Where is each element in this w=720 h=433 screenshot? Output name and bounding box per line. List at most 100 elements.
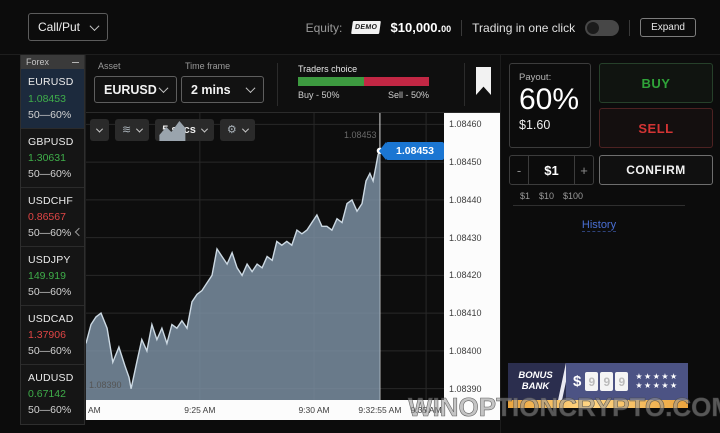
sidebar-item-usdchf[interactable]: USDCHF 0.86567 50—60%	[21, 187, 84, 246]
sidebar-item-audusd[interactable]: AUDUSD 0.67142 50—60%	[21, 364, 84, 423]
asset-symbol: EURUSD	[28, 76, 74, 88]
area-chart-icon	[159, 121, 186, 141]
time-axis: AM 9:25 AM 9:30 AM 9:32:55 AM 9:35 AM	[86, 400, 501, 420]
chart-low-label: 1.08390	[89, 380, 122, 390]
expand-button[interactable]: Expand	[640, 18, 696, 37]
collapse-group-icon[interactable]	[72, 61, 79, 63]
traders-buy-bar	[298, 77, 364, 86]
chevron-down-icon	[245, 83, 256, 94]
slot-digit: 9	[615, 372, 629, 391]
instrument-type-selector[interactable]: Call/Put	[28, 13, 108, 41]
sell-percent-label: Sell - 50%	[387, 90, 429, 100]
asset-symbol: GBPUSD	[28, 136, 74, 148]
gear-icon: ⚙	[226, 123, 237, 136]
one-click-trading-toggle[interactable]	[585, 19, 620, 36]
equity-label: Equity:	[305, 20, 343, 35]
traders-choice: Traders choice Buy - 50% Sell - 50%	[298, 64, 429, 100]
asset-price: 1.37906	[28, 329, 66, 341]
star-rating-icons: ★★★★★ ★★★★★	[635, 372, 679, 390]
traders-choice-bar	[298, 77, 429, 86]
amount-stepper: - $1 +	[509, 155, 594, 185]
price-tick-label: 1.08460	[449, 119, 482, 130]
asset-symbol: USDCHF	[28, 195, 73, 207]
buy-button[interactable]: BUY	[599, 63, 713, 103]
toggle-knob	[587, 21, 600, 34]
one-click-trading-label: Trading in one click	[472, 20, 576, 35]
buy-percent-label: Buy - 50%	[298, 90, 340, 100]
price-tick-label: 1.08430	[449, 232, 482, 243]
chart-type-button[interactable]	[90, 119, 186, 141]
asset-field-label: Asset	[98, 61, 121, 71]
bookmark-icon[interactable]	[476, 67, 491, 95]
chart-section: Asset EURUSD Time frame 2 mins Traders c…	[85, 55, 501, 420]
price-chart-canvas[interactable]: ≋ 5 secs ⚙ 1.08453 1.08390 1.08453	[86, 113, 444, 400]
asset-payout: 50—60%	[28, 168, 72, 180]
asset-payout: 50—60%	[28, 345, 72, 357]
chart-toolbar: ≋ 5 secs ⚙	[90, 119, 255, 141]
sidebar-item-usdcad[interactable]: USDCAD 1.37906 50—60%	[21, 305, 84, 364]
asset-payout: 50—60%	[28, 227, 72, 239]
star-row: ★★★★★	[635, 380, 679, 390]
time-tick-label: AM	[88, 405, 101, 415]
star-row: ★★★★★	[635, 372, 679, 382]
asset-symbol: AUDUSD	[28, 372, 74, 384]
asset-symbol: USDCAD	[28, 313, 74, 325]
sidebar-group-forex[interactable]: Forex	[21, 55, 84, 69]
time-tick-label: 9:32:55 AM	[358, 405, 402, 415]
payout-box: Payout: 60% $1.60	[509, 63, 591, 148]
top-bar: Call/Put Equity: DEMO $10,000.00 Trading…	[0, 0, 720, 55]
quick-amount-1[interactable]: $1	[519, 191, 530, 201]
price-tick-label: 1.08450	[449, 157, 482, 168]
chart-settings-button[interactable]: ⚙	[219, 119, 255, 141]
account-type-badge: DEMO	[351, 21, 382, 34]
asset-select-value: EURUSD	[104, 82, 157, 97]
price-tick-label: 1.08390	[449, 383, 482, 394]
quick-amount-10[interactable]: $10	[538, 191, 554, 201]
price-tick-label: 1.08440	[449, 194, 482, 205]
sidebar-collapse-arrow[interactable]	[74, 222, 717, 240]
sidebar-item-usdjpy[interactable]: USDJPY 149.919 50—60%	[21, 246, 84, 305]
equity-value: $10,000.00	[390, 20, 452, 35]
asset-list: EURUSD 1.08453 50—60% GBPUSD 1.30631 50—60% US…	[21, 69, 84, 423]
time-tick-label: 9:30 AM	[298, 405, 330, 415]
asset-payout: 50—60%	[28, 109, 72, 121]
asset-price: 149.919	[28, 270, 66, 282]
sidebar-group-label: Forex	[26, 57, 50, 67]
history-link[interactable]: History	[581, 219, 617, 232]
quick-amounts: $1 $10 $100	[509, 191, 594, 201]
current-price-tag: 1.08453	[379, 142, 444, 160]
indicators-button[interactable]: ≋	[115, 119, 150, 141]
amount-decrease-button[interactable]: -	[516, 162, 522, 178]
traders-choice-label: Traders choice	[298, 64, 358, 74]
amount-increase-button[interactable]: +	[580, 162, 588, 178]
asset-price: 1.08453	[28, 92, 66, 105]
price-tick-label: 1.08400	[449, 345, 482, 356]
asset-price: 0.67142	[28, 388, 66, 400]
sell-button[interactable]: SELL	[599, 108, 713, 148]
timeframe-select-value: 2 mins	[191, 82, 231, 97]
sidebar-item-eurusd[interactable]: EURUSD 1.08453 50—60%	[21, 69, 84, 128]
divider	[277, 63, 278, 106]
amount-value[interactable]: $1	[528, 156, 575, 184]
asset-payout: 50—60%	[28, 404, 72, 416]
chevron-left-icon	[74, 227, 84, 237]
quick-amount-100[interactable]: $100	[563, 191, 584, 201]
price-tick-label: 1.08420	[449, 270, 482, 281]
chevron-down-icon	[158, 83, 169, 94]
divider	[461, 19, 463, 36]
banner-gold-strip	[508, 400, 688, 408]
traders-choice-legend: Buy - 50% Sell - 50%	[298, 90, 429, 100]
timeframe-field-label: Time frame	[185, 61, 231, 71]
timeframe-select[interactable]: 2 mins	[181, 76, 264, 103]
payout-label: Payout:	[519, 72, 552, 83]
dollar-icon: $	[573, 373, 582, 390]
time-tick-label: 9:35 AM	[410, 405, 442, 415]
chevron-down-icon	[89, 20, 100, 31]
confirm-button[interactable]: CONFIRM	[599, 155, 713, 185]
asset-select[interactable]: EURUSD	[94, 76, 177, 103]
sidebar-item-gbpusd[interactable]: GBPUSD 1.30631 50—60%	[21, 128, 84, 187]
